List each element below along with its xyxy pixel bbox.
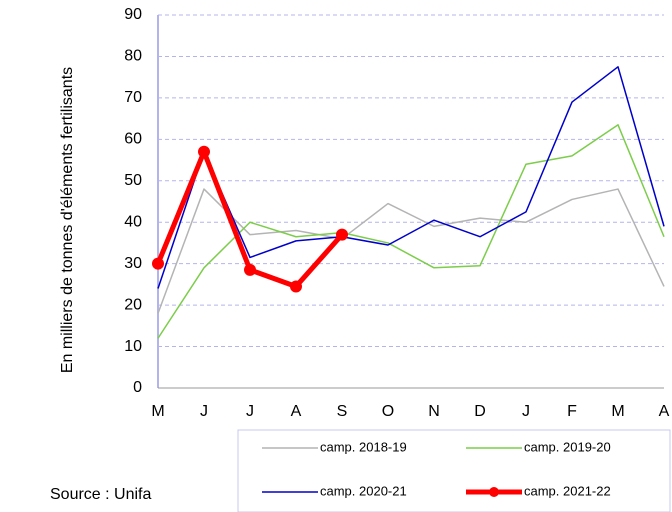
y-axis-label: En milliers de tonnes d'éléments fertili… <box>59 67 76 373</box>
y-tick-label: 0 <box>133 379 142 396</box>
legend-label: camp. 2019-20 <box>524 439 611 454</box>
x-tick-label: O <box>382 403 394 420</box>
x-tick-label: J <box>246 403 254 420</box>
y-tick-label: 90 <box>124 6 142 23</box>
series-line <box>157 188 665 314</box>
x-tick-label: J <box>522 403 530 420</box>
legend-label: camp. 2020-21 <box>320 483 407 498</box>
point <box>336 228 348 241</box>
y-tick-label: 40 <box>124 213 142 230</box>
legend-label: camp. 2018-19 <box>320 439 407 454</box>
y-tick-label: 60 <box>124 131 142 148</box>
point <box>290 280 302 293</box>
series-line <box>157 66 665 289</box>
x-tick-label: A <box>659 403 670 420</box>
y-tick-label: 70 <box>124 89 142 106</box>
y-tick-label: 20 <box>124 296 142 313</box>
x-tick-label: J <box>200 403 208 420</box>
x-tick-label: F <box>567 403 577 420</box>
point <box>152 257 164 270</box>
source: Source : Unifa <box>50 486 151 503</box>
x-tick-label: D <box>474 403 486 420</box>
point <box>198 145 210 158</box>
x-tick-label: S <box>337 403 348 420</box>
y-tick-label: 10 <box>124 338 142 355</box>
legend-label: camp. 2021-22 <box>524 483 611 498</box>
legend-marker <box>489 487 499 497</box>
legend-box <box>237 429 671 512</box>
y-tick-label: 30 <box>124 255 142 272</box>
y-tick-label: 50 <box>124 172 142 189</box>
series-line <box>157 124 665 339</box>
x-tick-label: A <box>291 403 302 420</box>
x-tick-label: M <box>151 403 164 420</box>
x-tick-label: N <box>428 403 440 420</box>
y-tick-label: 80 <box>124 48 142 65</box>
point <box>244 263 256 276</box>
x-tick-label: M <box>611 403 624 420</box>
